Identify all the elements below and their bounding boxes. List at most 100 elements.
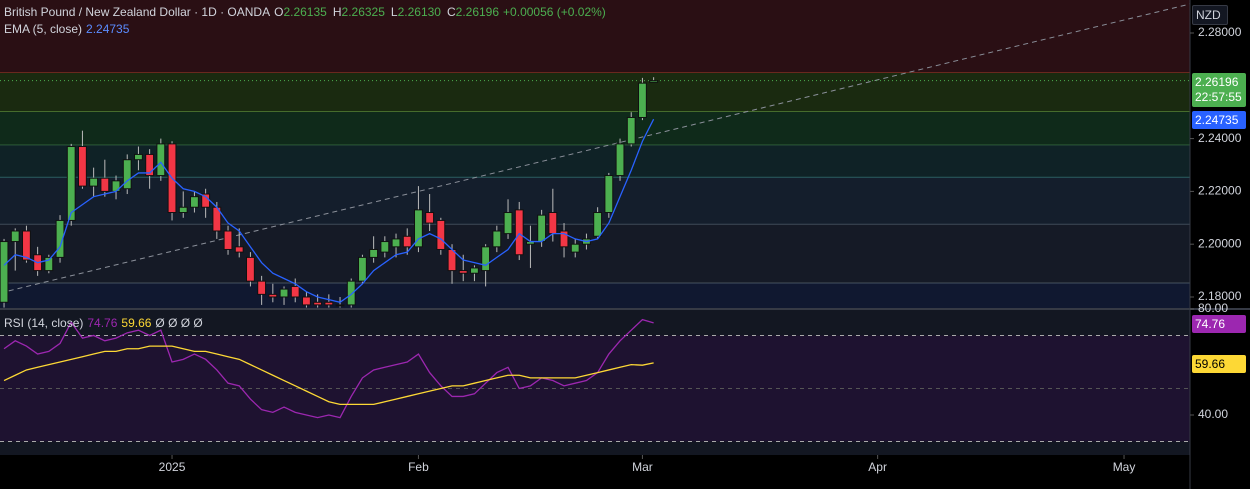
candle-body [436,219,446,250]
candle-body [414,209,423,248]
currency[interactable]: NZD [1192,5,1228,25]
trend-line [0,3,1191,294]
ohlc-key: O [274,5,284,19]
candle-body [570,243,580,253]
ema-name: EMA (5, close) [4,22,83,36]
zone [0,72,1190,112]
last-price-tag: 2.26196 22:57:55 [1192,73,1246,107]
ohlc: O2.26135 H2.26325 L2.26130 C2.26196 [274,5,499,19]
ohlc-value: 2.26196 [455,5,500,19]
candle-body [425,212,435,224]
zone [0,0,1190,73]
candle-body [402,235,412,248]
candle-body [78,146,87,187]
zone [0,145,1190,178]
time-axis-bg [0,455,1250,489]
candle-body [559,230,569,248]
x-tick-label: 2025 [159,460,186,474]
candle-body [470,267,479,274]
candle-body [223,230,233,250]
ohlc-item: H2.26325 [333,5,385,19]
candle-body [66,146,76,221]
countdown: 22:57:55 [1195,90,1242,104]
candle-body [638,82,647,118]
symbol-title: British Pound / New Zealand Dollar · 1D … [4,5,271,19]
candle-body [335,304,345,307]
candle-body [615,143,625,177]
header: British Pound / New Zealand Dollar · 1D … [4,5,606,19]
candle-body [492,230,502,248]
candle-body [10,230,20,243]
ohlc-value: 2.26135 [283,5,327,19]
candle-body [22,230,31,261]
ohlc-item: L2.26130 [391,5,441,19]
rsi-value: 74.76 [87,316,118,330]
candle-body [537,214,547,243]
zone [0,283,1190,308]
candle-body [503,212,513,235]
candle-body [279,288,289,298]
candle-body [100,177,110,192]
candle-body [358,256,367,282]
y-tick-label: 2.22000 [1198,184,1242,198]
ema-tag: 2.24735 [1192,111,1246,129]
y-tick-label: 40.00 [1198,407,1228,421]
y-tick-label: 80.00 [1198,301,1228,315]
candle-body [290,285,300,298]
y-tick-label: 2.28000 [1198,25,1242,39]
candle-body [380,241,390,253]
ohlc-value: 2.26325 [341,5,385,19]
x-tick-label: Mar [632,460,653,474]
candle-body [649,80,659,83]
candle-body [145,153,155,177]
candle-body [313,301,323,306]
candle-body [481,246,491,272]
candle-body [190,196,199,208]
candle-body [346,280,356,306]
ohlc-key: C [446,5,456,19]
candle-body [548,212,558,235]
candle-body [391,238,401,248]
candle-body [44,256,54,272]
candle-body [0,241,9,303]
candle-body [156,143,166,177]
rsi-line [3,318,654,419]
candle-body [257,280,267,295]
candle-body [55,219,65,258]
y-tick-label: 2.18000 [1198,289,1242,303]
change: +0.00056 (+0.02%) [503,5,606,19]
ohlc-item: O2.26135 [274,5,327,19]
rsi-legend: RSI (14, close) 74.76 59.66 Ø Ø Ø Ø [4,316,203,330]
candle-body [246,256,255,282]
rsi-tag: 74.76 [1192,315,1246,333]
rsi-extra: Ø Ø Ø Ø [155,316,203,330]
ohlc-key: H [332,5,342,19]
y-tick-label: 2.24000 [1198,131,1242,145]
ohlc-value: 2.26130 [397,5,441,19]
candle-body [234,246,244,253]
candle-body [514,209,524,256]
x-tick-label: May [1113,460,1136,474]
rsi-ma-tag: 59.66 [1192,355,1246,373]
rsi-title: RSI (14, close) [4,316,84,330]
rsi-line [3,345,654,406]
ema-line [3,118,655,303]
candle-body [458,270,468,274]
candle-body [134,153,143,161]
ohlc-item: C2.26196 [447,5,499,19]
x-tick-label: Feb [408,460,429,474]
y-tick-label: 2.20000 [1198,236,1242,250]
candle-body [369,248,379,258]
rsi-ma-value: 59.66 [121,316,152,330]
candle-body [89,177,99,187]
last-price: 2.26196 [1195,75,1239,89]
candle-body [324,301,334,306]
ema-legend: EMA (5, close) 2.24735 [4,22,129,36]
ema-value: 2.24735 [86,22,130,36]
candle-body [122,159,132,190]
candle-body [626,116,636,145]
candle-body [604,175,614,214]
x-tick-label: Apr [868,460,887,474]
